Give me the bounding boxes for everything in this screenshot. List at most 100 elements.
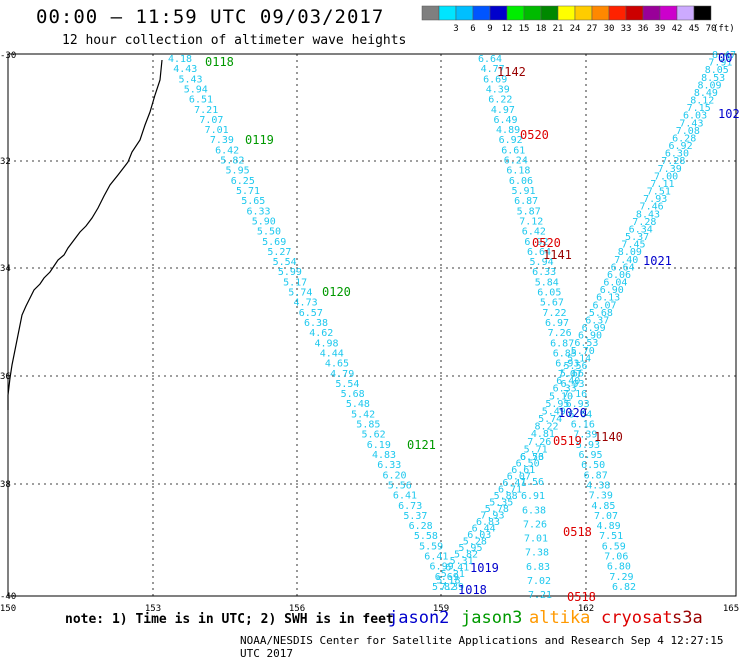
legend-tick-label: 24 bbox=[570, 24, 581, 34]
legend-swatch bbox=[642, 5, 661, 21]
wave-height-value: 6.05 bbox=[537, 288, 561, 299]
wave-height-value: 6.71 bbox=[498, 485, 522, 496]
wave-height-value: 4.39 bbox=[486, 84, 510, 95]
wave-height-value: 7.21 bbox=[194, 105, 218, 116]
longitude-label: 156 bbox=[289, 604, 305, 614]
wave-height-value: 7.21 bbox=[528, 590, 552, 601]
wave-height-value: 7.29 bbox=[609, 572, 633, 583]
wave-height-value: 6.28 bbox=[409, 521, 433, 532]
wave-height-value: 5.93 bbox=[576, 440, 600, 451]
latitude-label: 32 bbox=[0, 157, 11, 167]
wave-height-value: 4.89 bbox=[597, 521, 621, 532]
legend-tick-label: 9 bbox=[487, 24, 492, 34]
wave-height-value: 7.06 bbox=[604, 552, 628, 563]
wave-height-value: 4.65 bbox=[325, 359, 349, 370]
wave-height-value: 5.67 bbox=[540, 298, 564, 309]
track-id-label: 0520 bbox=[520, 128, 549, 142]
wave-height-value: 6.33 bbox=[377, 460, 401, 471]
wave-height-value: 7.39 bbox=[589, 491, 613, 502]
wave-height-value: 5.95 bbox=[226, 166, 250, 177]
wave-height-value: 5.37 bbox=[403, 511, 427, 522]
wave-height-value: 6.59 bbox=[602, 541, 626, 552]
track-id-label: 1141 bbox=[543, 248, 572, 262]
wave-height-value: 8.09 bbox=[618, 247, 642, 258]
coastline-path bbox=[7, 59, 163, 410]
wave-height-value: 5.27 bbox=[267, 247, 291, 258]
wave-height-value: 7.51 bbox=[599, 531, 623, 542]
wave-height-value: 5.37 bbox=[625, 232, 649, 243]
color-legend: 3 6 9 12 15 18 21 24 27 30 33 36 39 42 45 70(ft) bbox=[421, 5, 735, 34]
wave-height-value: 6.41 bbox=[424, 552, 448, 563]
wave-height-value: 6.57 bbox=[299, 308, 323, 319]
legend-tick-label: 39 bbox=[655, 24, 666, 34]
wave-height-value: 4.79 bbox=[330, 369, 354, 380]
wave-height-value: 7.56 bbox=[520, 477, 544, 488]
wave-height-value: 6.82 bbox=[612, 582, 636, 593]
footer-note: note: 1) Time is in UTC; 2) SWH is in fe… bbox=[65, 612, 394, 627]
legend-tick-label: 3 bbox=[453, 24, 458, 34]
legend-swatch bbox=[659, 5, 678, 21]
wave-height-value: 6.25 bbox=[231, 176, 255, 187]
wave-height-value: 5.62 bbox=[362, 430, 386, 441]
coastline bbox=[7, 59, 163, 410]
satellite-legend-jason2: jason2 bbox=[388, 608, 450, 628]
track-id-label: 1020 bbox=[558, 406, 587, 420]
wave-height-value: 5.74 bbox=[288, 288, 312, 299]
satellite-legend-cryosat: cryosat bbox=[601, 608, 673, 628]
wave-height-value: 6.38 bbox=[304, 318, 328, 329]
wave-height-value: 8.43 bbox=[636, 209, 660, 220]
legend-swatch bbox=[455, 5, 474, 21]
wave-height-value: 6.93 bbox=[566, 399, 590, 410]
wave-height-value: 6.73 bbox=[398, 501, 422, 512]
wave-height-value: 6.64 bbox=[478, 54, 502, 65]
legend-tick-label: 70 bbox=[706, 24, 717, 34]
wave-height-value: 4.73 bbox=[294, 298, 318, 309]
wave-height-value: 7.40 bbox=[614, 255, 638, 266]
track-id-label: 1021 bbox=[643, 254, 672, 268]
wave-height-value: 8.09 bbox=[698, 80, 722, 91]
track-id-label: 0118 bbox=[205, 55, 234, 69]
wave-height-value: 5.69 bbox=[262, 237, 286, 248]
wave-height-value: 5.17 bbox=[283, 277, 307, 288]
longitude-label: 159 bbox=[433, 604, 449, 614]
wave-height-value: 5.56 bbox=[563, 361, 587, 372]
legend-tick-label: 30 bbox=[604, 24, 615, 34]
wave-height-value: 5.49 bbox=[542, 406, 566, 417]
wave-height-value: 5.91 bbox=[512, 186, 536, 197]
wave-height-value: 5.43 bbox=[178, 74, 202, 85]
wave-height-value: 8.47 bbox=[712, 50, 736, 61]
wave-height-value: 5.21 bbox=[441, 569, 465, 580]
legend-swatch bbox=[506, 5, 525, 21]
legend-tick-label: 27 bbox=[587, 24, 598, 34]
legend-swatch bbox=[523, 5, 542, 21]
wave-height-value: 6.41 bbox=[445, 563, 469, 574]
axis-labels: -30 32 34 36 38 -40 150 153 156 159 162 165 bbox=[0, 51, 739, 614]
wave-height-value: 7.39 bbox=[210, 135, 234, 146]
wave-height-value: 6.83 bbox=[476, 517, 500, 528]
latitude-label: 34 bbox=[0, 264, 11, 274]
wave-height-value: 4.98 bbox=[314, 338, 338, 349]
wave-height-value: 5.88 bbox=[494, 491, 518, 502]
legend-swatch bbox=[489, 5, 508, 21]
wave-height-value: 7.22 bbox=[542, 308, 566, 319]
track-id-label: 0519 bbox=[553, 434, 582, 448]
wave-height-value: 6.20 bbox=[382, 470, 406, 481]
latitude-label: -40 bbox=[0, 592, 16, 602]
wave-height-value: 7.26 bbox=[523, 519, 547, 530]
wave-height-value: 5.54 bbox=[335, 379, 359, 390]
wave-height-value: 7.01 bbox=[205, 125, 229, 136]
track-id-label: 102 bbox=[718, 107, 740, 121]
legend-unit: (ft) bbox=[713, 24, 735, 34]
track-id-label: 0518 bbox=[567, 590, 596, 604]
wave-height-value: 6.33 bbox=[246, 206, 270, 217]
wave-height-value: 6.42 bbox=[522, 227, 546, 238]
wave-height-value: 4.85 bbox=[591, 501, 615, 512]
legend-swatch bbox=[557, 5, 576, 21]
longitude-label: 150 bbox=[0, 604, 16, 614]
wave-height-value: 4.89 bbox=[496, 125, 520, 136]
wave-height-value: 7.39 bbox=[573, 430, 597, 441]
wave-height-value: 6.69 bbox=[435, 572, 459, 583]
legend-swatch bbox=[608, 5, 627, 21]
wave-height-value: 6.87 bbox=[550, 338, 574, 349]
